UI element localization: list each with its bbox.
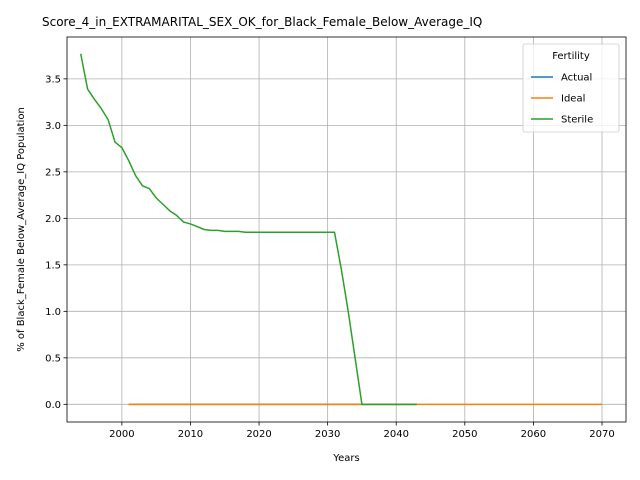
- y-tick-label: 2.0: [45, 214, 61, 225]
- x-tick-label: 2020: [246, 429, 271, 440]
- x-tick-label: 2070: [589, 429, 614, 440]
- chart-title: Score_4_in_EXTRAMARITAL_SEX_OK_for_Black…: [42, 15, 482, 29]
- legend-entry: Ideal: [561, 94, 585, 105]
- legend-entry: Sterile: [561, 115, 593, 126]
- x-tick-label: 2050: [452, 429, 477, 440]
- y-tick-label: 1.5: [45, 260, 61, 271]
- y-axis-label: % of Black_Female Below_Average_IQ Popul…: [16, 107, 27, 352]
- y-tick-label: 1.0: [45, 307, 61, 318]
- y-axis-ticks: 0.0 0.5 1.0 1.5 2.0 2.5 3.0 3.5: [45, 74, 67, 411]
- plot-frame: [66, 36, 627, 423]
- y-tick-label: 0.5: [45, 353, 61, 364]
- x-axis-label: Years: [332, 453, 359, 464]
- legend-entry: Actual: [561, 73, 592, 84]
- y-tick-label: 3.5: [45, 74, 61, 85]
- series-layer: [79, 53, 602, 406]
- x-axis-ticks: 2000 2010 2020 2030 2040 2050 2060 2070: [109, 422, 615, 440]
- series-line-sterile: [79, 53, 417, 406]
- legend-title: Fertility: [552, 51, 590, 62]
- x-tick-label: 2000: [109, 429, 134, 440]
- y-tick-label: 0.0: [45, 400, 61, 411]
- x-tick-label: 2060: [521, 429, 546, 440]
- legend-items: Actual Ideal Sterile: [531, 73, 593, 126]
- x-tick-label: 2040: [384, 429, 409, 440]
- legend-box: [522, 43, 620, 133]
- y-tick-label: 2.5: [45, 167, 61, 178]
- legend: Fertility Actual Ideal Sterile: [522, 43, 620, 133]
- y-tick-label: 3.0: [45, 121, 61, 132]
- x-tick-label: 2010: [178, 429, 203, 440]
- x-tick-label: 2030: [315, 429, 340, 440]
